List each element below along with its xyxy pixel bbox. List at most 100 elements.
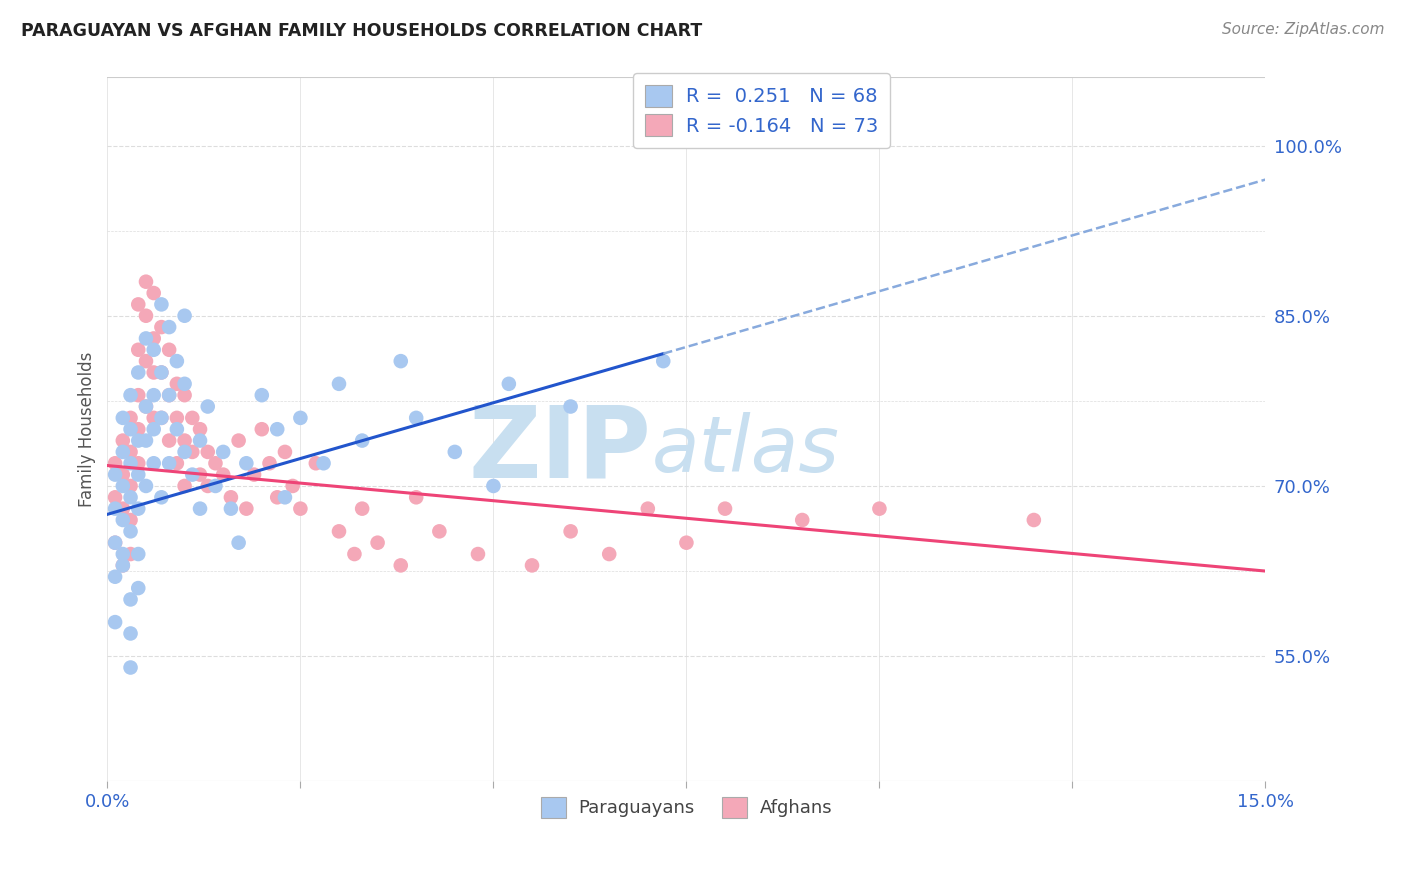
Point <box>157 434 180 448</box>
Point <box>1022 513 1045 527</box>
Point <box>181 467 204 482</box>
Point <box>482 479 505 493</box>
Point <box>104 615 127 629</box>
Point <box>266 422 288 436</box>
Point <box>259 456 281 470</box>
Point <box>127 343 149 357</box>
Point <box>127 547 149 561</box>
Point <box>120 445 142 459</box>
Point <box>166 410 188 425</box>
Point <box>188 501 211 516</box>
Text: Source: ZipAtlas.com: Source: ZipAtlas.com <box>1222 22 1385 37</box>
Point <box>352 501 374 516</box>
Point <box>157 456 180 470</box>
Point <box>150 297 173 311</box>
Point <box>120 479 142 493</box>
Point <box>868 501 890 516</box>
Point <box>204 479 226 493</box>
Point <box>274 445 297 459</box>
Point <box>111 445 134 459</box>
Point <box>343 547 366 561</box>
Point <box>312 456 335 470</box>
Point <box>266 491 288 505</box>
Point <box>127 422 149 436</box>
Point <box>150 410 173 425</box>
Point <box>135 354 157 368</box>
Point <box>173 376 195 391</box>
Point <box>250 388 273 402</box>
Point <box>150 366 173 380</box>
Point <box>274 491 297 505</box>
Point <box>135 400 157 414</box>
Point <box>120 513 142 527</box>
Point <box>181 445 204 459</box>
Point <box>127 366 149 380</box>
Text: ZIP: ZIP <box>468 401 651 499</box>
Point <box>135 275 157 289</box>
Point <box>111 558 134 573</box>
Point <box>188 467 211 482</box>
Point <box>104 570 127 584</box>
Point <box>290 410 312 425</box>
Point <box>219 491 242 505</box>
Point <box>173 434 195 448</box>
Point <box>111 410 134 425</box>
Point <box>204 456 226 470</box>
Point <box>127 501 149 516</box>
Point <box>157 320 180 334</box>
Point <box>104 501 127 516</box>
Point <box>243 467 266 482</box>
Point <box>142 286 165 301</box>
Point <box>127 467 149 482</box>
Point <box>212 467 235 482</box>
Point <box>104 535 127 549</box>
Point <box>127 434 149 448</box>
Point <box>166 376 188 391</box>
Point <box>235 501 257 516</box>
Point <box>120 524 142 539</box>
Y-axis label: Family Households: Family Households <box>79 351 96 507</box>
Point <box>111 513 134 527</box>
Point <box>142 366 165 380</box>
Point <box>173 479 195 493</box>
Point <box>792 513 814 527</box>
Point <box>142 422 165 436</box>
Point <box>120 626 142 640</box>
Point <box>166 456 188 470</box>
Point <box>212 445 235 459</box>
Point <box>135 479 157 493</box>
Point <box>520 558 543 573</box>
Point <box>111 558 134 573</box>
Point <box>560 400 582 414</box>
Point <box>173 309 195 323</box>
Point <box>389 354 412 368</box>
Point <box>250 422 273 436</box>
Point <box>142 331 165 345</box>
Point <box>173 388 195 402</box>
Point <box>127 388 149 402</box>
Point <box>219 501 242 516</box>
Point <box>135 309 157 323</box>
Point <box>181 410 204 425</box>
Point <box>498 376 520 391</box>
Point <box>111 501 134 516</box>
Point <box>637 501 659 516</box>
Point <box>127 297 149 311</box>
Point <box>104 456 127 470</box>
Point <box>235 456 257 470</box>
Point <box>405 410 427 425</box>
Point <box>197 400 219 414</box>
Point <box>652 354 675 368</box>
Point <box>188 434 211 448</box>
Point <box>228 535 250 549</box>
Point <box>120 422 142 436</box>
Point <box>150 366 173 380</box>
Point <box>150 320 173 334</box>
Point <box>111 434 134 448</box>
Point <box>389 558 412 573</box>
Point <box>104 467 127 482</box>
Point <box>197 479 219 493</box>
Point <box>157 343 180 357</box>
Point <box>188 422 211 436</box>
Point <box>290 501 312 516</box>
